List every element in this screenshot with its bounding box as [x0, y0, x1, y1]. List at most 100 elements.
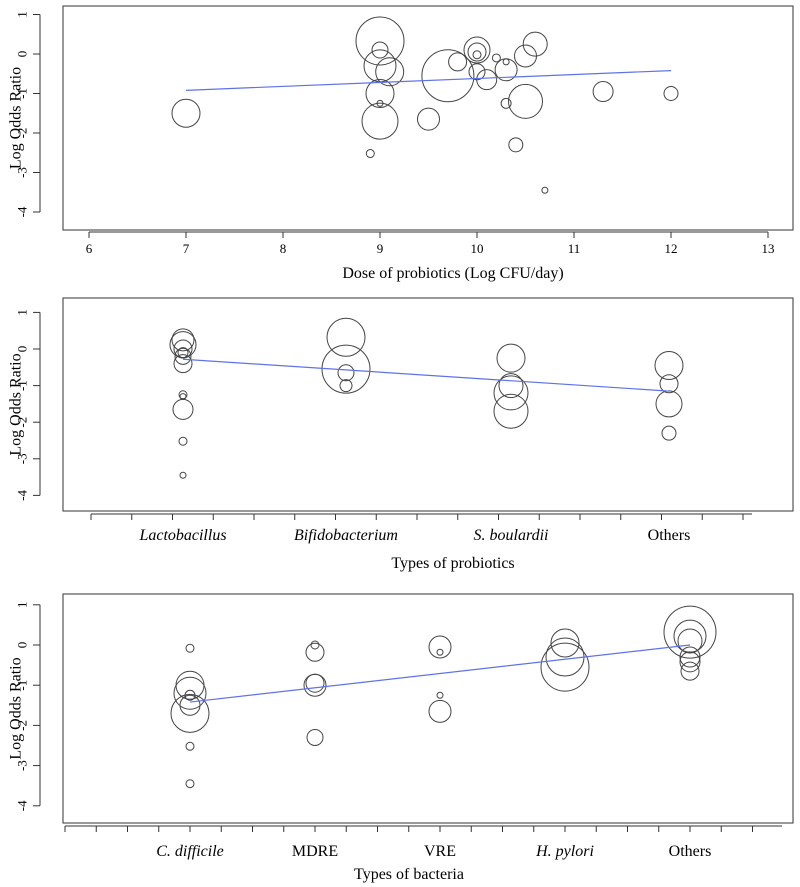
data-bubble: [476, 69, 498, 91]
data-bubble: [592, 81, 614, 103]
data-bubble: [306, 728, 324, 746]
x-category-label: H. pylori: [535, 843, 594, 860]
data-bubble: [494, 58, 518, 82]
data-bubble: [677, 628, 703, 654]
data-bubble: [365, 79, 395, 108]
data-bubble: [375, 57, 405, 87]
data-bubble: [172, 398, 194, 420]
data-bubble: [463, 36, 491, 64]
data-bubble: [500, 97, 512, 109]
y-tick-label: -2: [15, 417, 30, 428]
data-bubble: [654, 350, 684, 380]
x-tick-label: 7: [183, 241, 190, 256]
data-bubble: [363, 49, 397, 83]
data-bubble: [185, 643, 195, 653]
x-category-label: Others: [648, 527, 691, 544]
x-tick-label: 8: [280, 241, 287, 256]
data-bubble: [178, 390, 188, 400]
x-category-label: C. difficile: [156, 843, 224, 860]
data-bubble: [361, 102, 399, 140]
data-bubble: [663, 86, 679, 101]
data-bubble: [305, 673, 325, 693]
y-tick-label: 0: [15, 51, 30, 58]
y-axis-title: Log Odds Ratio: [8, 353, 25, 455]
x-tick-label: 6: [86, 241, 93, 256]
data-bubble: [421, 49, 475, 103]
y-tick-label: -3: [15, 760, 30, 771]
data-bubble: [679, 646, 701, 668]
x-axis-title: Types of bacteria: [354, 866, 464, 883]
chart-panel-3: 1 0 -1 -2 -3 -4 Log Odds Ratio C. difficile MDRE…: [8, 593, 794, 883]
data-bubble: [508, 137, 524, 153]
x-category-label: Others: [669, 843, 712, 860]
y-tick-label: 1: [15, 602, 30, 609]
data-bubble: [550, 628, 580, 658]
y-tick-label: -1: [15, 380, 30, 391]
data-bubble: [173, 354, 193, 374]
data-bubble: [428, 699, 452, 723]
y-tick-label: -1: [15, 680, 30, 691]
data-bubble: [502, 58, 510, 66]
x-category-label: Bifidobacterium: [294, 527, 398, 544]
y-tick-label: 0: [15, 642, 30, 649]
data-bubble: [436, 648, 444, 656]
data-bubble: [467, 42, 487, 62]
y-tick-label: -2: [15, 720, 30, 731]
data-bubble: [680, 661, 700, 681]
data-bubble: [365, 149, 375, 159]
data-bubble: [169, 331, 197, 359]
y-tick-label: -3: [15, 453, 30, 464]
y-tick-label: 1: [15, 309, 30, 316]
y-tick-label: -4: [15, 800, 30, 811]
data-bubble: [472, 50, 482, 60]
data-bubble: [498, 373, 524, 399]
data-bubble: [663, 605, 717, 659]
y-tick-label: -3: [15, 167, 30, 178]
data-bubble: [436, 691, 444, 699]
data-bubble: [659, 374, 679, 394]
data-bubble: [303, 673, 327, 697]
plot-area-box: [62, 5, 794, 231]
y-tick-label: -2: [15, 128, 30, 139]
data-bubble: [655, 390, 683, 418]
regression-line: [185, 69, 672, 91]
data-bubble: [177, 347, 189, 359]
data-bubble: [305, 642, 325, 662]
data-bubble: [179, 471, 187, 479]
data-bubble: [178, 436, 188, 446]
data-bubble: [171, 98, 201, 128]
data-bubble: [491, 53, 501, 63]
x-tick-label: 13: [762, 241, 775, 256]
data-bubble: [171, 328, 195, 352]
data-bubble: [428, 635, 452, 659]
data-bubble: [448, 52, 468, 72]
data-bubble: [326, 317, 366, 357]
data-bubble: [661, 425, 677, 441]
x-tick-label: 11: [568, 241, 581, 256]
x-category-label: VRE: [424, 843, 456, 860]
y-tick-label: 1: [15, 11, 30, 18]
x-tick-label: 10: [471, 241, 484, 256]
x-category-label: S. boulardii: [474, 527, 549, 544]
data-bubble: [174, 347, 192, 365]
data-bubble: [540, 642, 590, 692]
plot-area-box: [62, 297, 794, 512]
data-bubble: [493, 393, 529, 429]
regression-line: [182, 358, 670, 392]
data-bubble: [170, 693, 210, 733]
data-bubble: [173, 676, 207, 710]
data-bubble: [508, 83, 543, 119]
y-tick-label: -4: [15, 489, 30, 500]
data-bubble: [337, 364, 355, 382]
x-axis-title: Dose of probiotics (Log CFU/day): [342, 265, 563, 282]
y-tick-label: 0: [15, 346, 30, 353]
x-category-label: Lactobacillus: [138, 527, 226, 544]
data-bubble: [185, 779, 195, 789]
data-bubble: [496, 343, 526, 373]
plot-area-box: [62, 593, 794, 824]
data-bubble: [417, 107, 440, 131]
data-bubble: [371, 41, 389, 59]
y-axis-title: Log Odds Ratio: [8, 67, 25, 169]
y-tick-label: -1: [15, 88, 30, 99]
